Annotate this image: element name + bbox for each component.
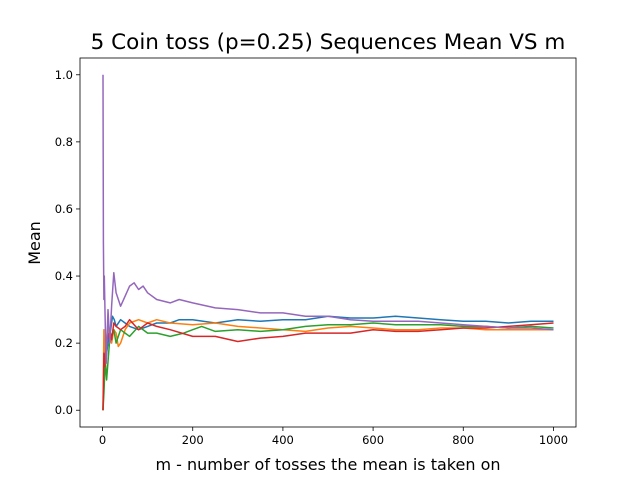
x-axis-label: m - number of tosses the mean is taken o… (155, 455, 500, 474)
plot-lines (102, 74, 554, 411)
x-tick-label: 800 (452, 433, 474, 447)
x-tick-label: 200 (182, 433, 204, 447)
y-axis-label: Mean (25, 221, 44, 265)
chart-title: 5 Coin toss (p=0.25) Sequences Mean VS m (91, 30, 566, 55)
x-axis-ticks: 0 200 400 600 800 1000 (99, 427, 568, 447)
x-tick-label: 1000 (539, 433, 568, 447)
series-line-4 (102, 318, 554, 411)
x-tick-label: 0 (99, 433, 106, 447)
y-tick-label: 0.4 (55, 269, 73, 283)
y-tick-label: 1.0 (55, 68, 73, 82)
x-tick-label: 600 (362, 433, 384, 447)
y-axis-ticks: 0.0 0.2 0.4 0.6 0.8 1.0 (55, 68, 80, 417)
x-tick-label: 400 (272, 433, 294, 447)
y-tick-label: 0.2 (55, 336, 73, 350)
series-line-5 (102, 74, 554, 365)
y-tick-label: 0.0 (55, 403, 73, 417)
axes-frame (79, 57, 577, 428)
y-tick-label: 0.6 (55, 202, 73, 216)
series-line-3 (102, 322, 554, 411)
y-tick-label: 0.8 (55, 135, 73, 149)
